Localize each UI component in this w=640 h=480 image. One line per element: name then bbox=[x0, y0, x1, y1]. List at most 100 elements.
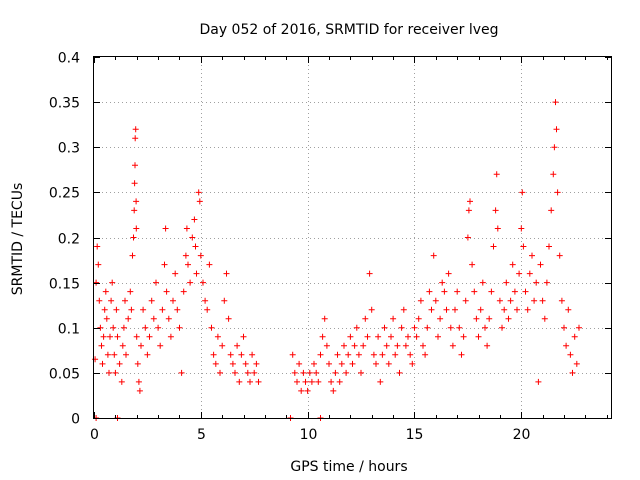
data-point bbox=[210, 351, 217, 358]
data-point bbox=[302, 378, 309, 385]
data-point bbox=[430, 252, 437, 259]
data-point bbox=[496, 297, 503, 304]
data-point bbox=[402, 342, 409, 349]
data-point bbox=[454, 288, 461, 295]
data-point bbox=[553, 126, 560, 133]
data-point bbox=[132, 162, 138, 169]
data-point bbox=[411, 324, 418, 331]
data-point bbox=[93, 279, 100, 286]
data-point bbox=[424, 324, 431, 331]
data-point bbox=[300, 369, 307, 376]
data-point bbox=[469, 261, 476, 268]
data-point bbox=[373, 360, 379, 367]
data-point bbox=[573, 360, 580, 367]
y-tick-labels: 0 0.05 0.1 0.15 0.2 0.25 0.3 0.35 0.4 bbox=[49, 51, 80, 428]
data-point bbox=[321, 315, 328, 322]
data-point bbox=[370, 351, 377, 358]
data-point bbox=[187, 279, 194, 286]
data-point bbox=[396, 369, 403, 376]
data-point bbox=[174, 306, 181, 313]
data-point bbox=[377, 378, 384, 385]
data-point bbox=[537, 261, 544, 268]
data-point bbox=[529, 252, 535, 259]
data-point bbox=[475, 333, 482, 340]
data-point bbox=[326, 360, 332, 367]
data-point bbox=[172, 270, 179, 277]
data-point bbox=[492, 207, 499, 214]
data-point bbox=[563, 342, 570, 349]
data-point bbox=[456, 324, 463, 331]
data-point bbox=[167, 333, 174, 340]
data-point bbox=[107, 333, 113, 340]
data-point bbox=[178, 369, 185, 376]
data-point bbox=[196, 198, 203, 205]
data-point bbox=[180, 288, 187, 295]
data-point bbox=[102, 288, 109, 295]
y-axis-label: SRMTID / TECUs bbox=[10, 183, 26, 296]
data-point bbox=[119, 342, 126, 349]
data-point bbox=[501, 306, 508, 313]
data-point bbox=[323, 342, 330, 349]
data-point bbox=[435, 333, 441, 340]
x-tick-label: 15 bbox=[406, 427, 424, 443]
data-point bbox=[221, 297, 228, 304]
data-point bbox=[364, 333, 371, 340]
data-point bbox=[473, 315, 480, 322]
data-point bbox=[548, 207, 555, 214]
data-point bbox=[142, 324, 149, 331]
data-point bbox=[227, 351, 234, 358]
data-point bbox=[185, 261, 191, 268]
data-point bbox=[150, 315, 157, 322]
data-point bbox=[458, 351, 465, 358]
data-point bbox=[355, 351, 362, 358]
data-point bbox=[464, 234, 471, 241]
data-point bbox=[146, 333, 153, 340]
data-point bbox=[441, 288, 448, 295]
data-point bbox=[148, 297, 155, 304]
data-point bbox=[569, 369, 576, 376]
data-point bbox=[417, 297, 424, 304]
data-point bbox=[392, 351, 399, 358]
data-point bbox=[133, 333, 140, 340]
data-point bbox=[95, 261, 102, 268]
data-point bbox=[358, 369, 364, 376]
data-point bbox=[409, 360, 416, 367]
data-point bbox=[332, 369, 339, 376]
data-point bbox=[122, 297, 128, 304]
data-point bbox=[97, 324, 104, 331]
data-point bbox=[439, 279, 446, 286]
data-point bbox=[229, 360, 236, 367]
data-point bbox=[426, 288, 433, 295]
data-point bbox=[131, 207, 138, 214]
data-point bbox=[99, 360, 106, 367]
data-point bbox=[518, 225, 525, 232]
data-point bbox=[170, 297, 176, 304]
data-points bbox=[92, 99, 582, 421]
y-tick-label: 0.05 bbox=[49, 367, 80, 383]
data-point bbox=[571, 333, 578, 340]
data-point bbox=[195, 189, 202, 196]
data-point bbox=[334, 351, 341, 358]
grid-lines bbox=[94, 57, 611, 418]
data-point bbox=[462, 297, 469, 304]
data-point bbox=[202, 297, 209, 304]
data-point bbox=[108, 297, 115, 304]
data-point bbox=[561, 324, 567, 331]
data-point bbox=[294, 378, 300, 385]
data-point bbox=[471, 288, 478, 295]
data-point bbox=[390, 315, 397, 322]
data-point bbox=[415, 315, 422, 322]
data-point bbox=[103, 315, 110, 322]
data-point bbox=[526, 270, 533, 277]
data-point bbox=[116, 360, 123, 367]
data-point bbox=[240, 333, 247, 340]
data-point bbox=[101, 306, 108, 313]
data-point bbox=[242, 360, 249, 367]
data-point bbox=[362, 315, 369, 322]
y-tick-label: 0.3 bbox=[58, 141, 80, 157]
data-point bbox=[546, 243, 552, 250]
data-point bbox=[191, 216, 198, 223]
data-point bbox=[484, 342, 491, 349]
data-point bbox=[556, 252, 563, 259]
data-point bbox=[113, 306, 120, 313]
